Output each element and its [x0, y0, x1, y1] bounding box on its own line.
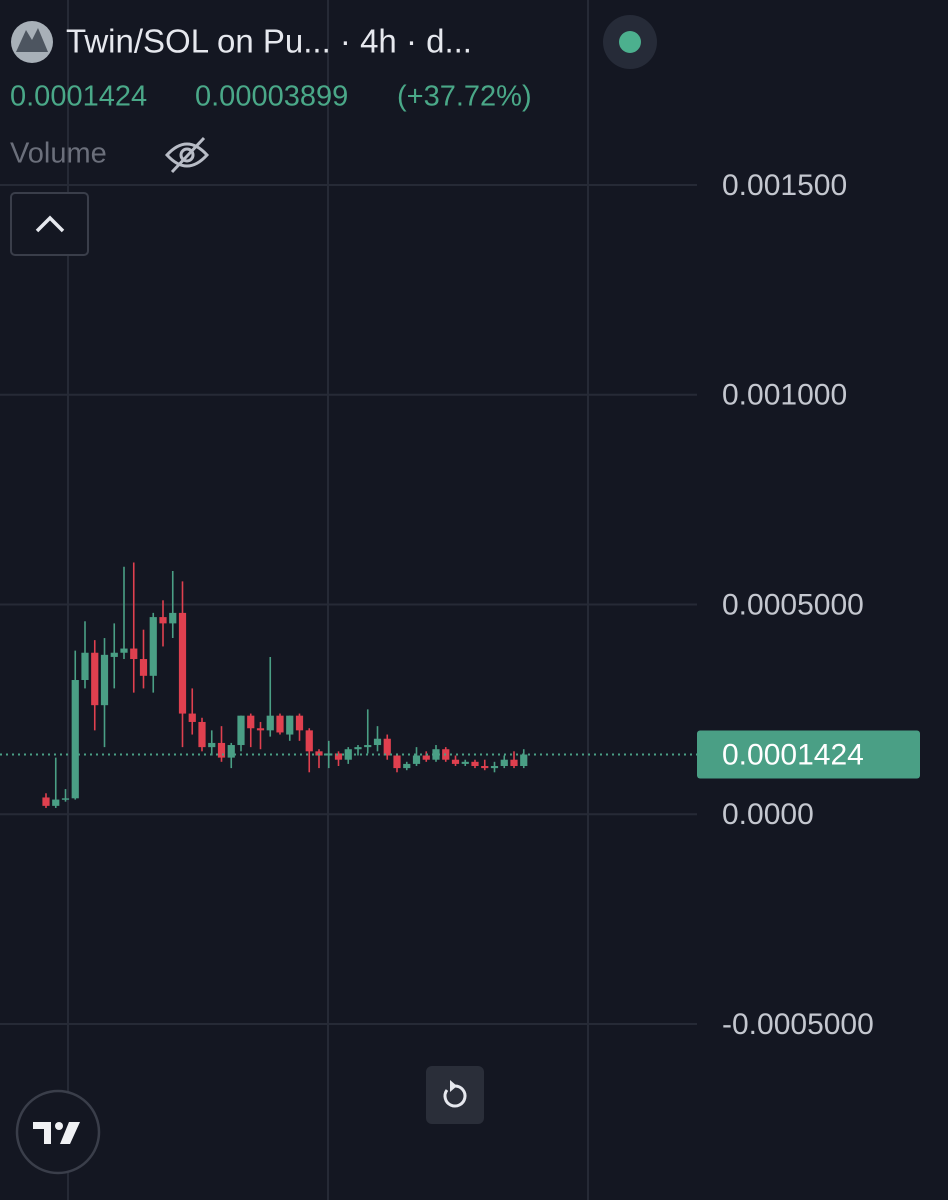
candle-body: [305, 730, 313, 752]
candle-body: [100, 654, 109, 706]
candle-body: [490, 766, 499, 769]
candle-body: [208, 742, 216, 748]
candle-body: [422, 755, 430, 760]
candle-body: [42, 797, 50, 806]
candle-body: [149, 617, 157, 676]
price-label: 0.0001424: [722, 738, 864, 771]
change-pct: (+37.72%): [397, 81, 532, 113]
candle-body: [61, 798, 70, 800]
candle-body: [237, 715, 245, 746]
candle-body: [81, 652, 89, 681]
candle-body: [120, 648, 128, 653]
tv-logo[interactable]: [15, 1089, 101, 1175]
candle-body: [315, 751, 323, 756]
collapse-button[interactable]: [10, 192, 89, 256]
candle-body: [354, 747, 362, 750]
candle-body: [412, 755, 421, 764]
candle-body: [403, 763, 411, 769]
candle-body: [256, 728, 265, 731]
candle-body: [71, 680, 79, 799]
logo-v: [60, 1122, 80, 1144]
plot: 0.001500 0.001000 0.0005000 0.0000 -0.000500…: [0, 169, 920, 1041]
button-frame: [426, 1066, 484, 1124]
candle-body: [130, 648, 138, 660]
candle-body: [169, 612, 177, 624]
candle-body: [481, 766, 489, 769]
reset-button[interactable]: [426, 1066, 484, 1124]
candle-body: [383, 738, 391, 756]
candle-body: [159, 617, 167, 624]
candle-body: [334, 753, 343, 760]
candle-body: [325, 753, 333, 756]
candle-body: [139, 659, 148, 676]
candle-body: [471, 761, 479, 767]
candle-body: [247, 715, 255, 729]
last-price: 0.0001424: [10, 81, 147, 113]
logo-t: [33, 1122, 51, 1144]
candle-body: [266, 715, 274, 731]
candle-body: [461, 761, 469, 764]
candle-body: [227, 745, 235, 758]
token-logo-art: [16, 28, 48, 52]
candle-body: [432, 749, 440, 760]
y-tick-label: -0.0005000: [722, 1008, 874, 1041]
reset-arrow: [450, 1080, 457, 1092]
candle-body: [178, 612, 187, 714]
y-tick-label: 0.0005000: [722, 588, 864, 621]
y-tick-label: 0.001000: [722, 379, 847, 412]
candle-body: [510, 759, 518, 767]
eye-slash: [170, 136, 206, 174]
candle-body: [110, 652, 118, 657]
candle-body: [52, 799, 60, 806]
chart-title: Twin/SOL on Pu... · 4h · d...: [66, 23, 472, 60]
change: 0.00003899: [195, 81, 348, 113]
price-label-bg: [697, 730, 920, 779]
candle-body: [520, 754, 528, 767]
candle-body: [295, 715, 304, 731]
candle-body: [276, 715, 284, 733]
eye-toggle[interactable]: [164, 136, 210, 174]
candle-body: [217, 742, 226, 758]
logo-dot: [55, 1122, 63, 1130]
candle-body: [500, 759, 508, 767]
candle-body: [198, 721, 206, 748]
candle-body: [393, 755, 401, 769]
logo-frame: [15, 1089, 101, 1175]
candle-body: [188, 713, 196, 722]
status-dot: [619, 31, 641, 53]
chevron: [35, 215, 65, 233]
candle-body: [373, 738, 382, 746]
button-frame: [10, 192, 89, 256]
candle-body: [451, 759, 460, 764]
volume-label: Volume: [10, 138, 107, 170]
y-tick-label: 0.001500: [722, 169, 847, 202]
candle-body: [91, 652, 99, 706]
reset-icon: [443, 1084, 467, 1108]
candle-body: [286, 715, 294, 735]
y-tick-label: 0.0000: [722, 798, 814, 831]
candle-body: [364, 745, 372, 748]
eye-pupil: [179, 147, 195, 163]
